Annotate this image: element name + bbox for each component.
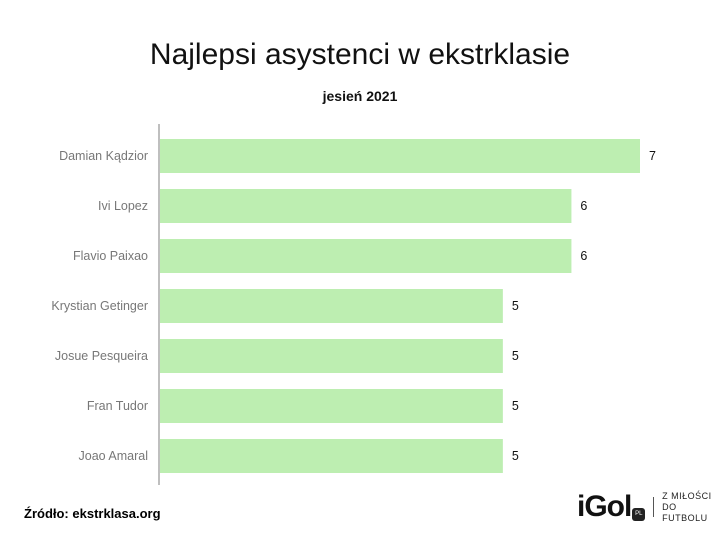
category-label: Fran Tudor [87,399,148,413]
value-label: 5 [512,349,519,363]
bar [160,139,640,173]
value-label: 6 [580,249,587,263]
bar [160,239,572,273]
chart-subtitle: jesień 2021 [322,88,398,104]
value-label: 7 [649,149,656,163]
category-label: Flavio Paixao [73,249,148,263]
value-label: 5 [512,399,519,413]
bar [160,339,503,373]
logo-wordmark: iGol [577,490,632,523]
logo-tagline: Z MIŁOŚCI DO FUTBOLU [662,491,720,524]
logo-separator [653,497,655,517]
logo-tagline-2: DO FUTBOLU [662,501,708,523]
bar [160,439,503,473]
value-label: 5 [512,299,519,313]
bar [160,189,572,223]
bar [160,289,503,323]
logo-badge: PL [632,507,646,521]
category-label: Joao Amaral [79,449,148,463]
category-label: Damian Kądzior [59,149,148,163]
category-label: Krystian Getinger [51,299,148,313]
value-label: 6 [580,199,587,213]
category-label: Ivi Lopez [98,199,148,213]
bar [160,389,503,423]
category-label: Josue Pesqueira [55,349,148,363]
logo-tagline-1: Z MIŁOŚCI [662,490,712,501]
igol-logo: iGol PL Z MIŁOŚCI DO FUTBOLU [577,490,720,524]
source-note: Źródło: ekstrklasa.org [24,506,161,521]
chart-title: Najlepsi asystenci w ekstrklasie [149,38,571,71]
value-label: 5 [512,449,519,463]
